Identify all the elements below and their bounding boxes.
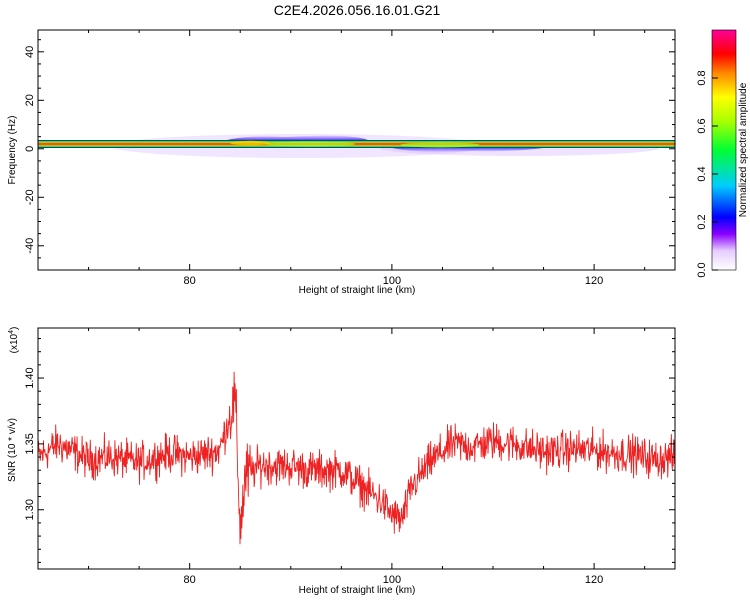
heat-main-line <box>38 141 675 147</box>
spectrogram-frame <box>37 29 676 271</box>
spectrogram-ytick-label: 20 <box>24 94 36 106</box>
snr-xtick-label: 80 <box>184 574 196 586</box>
colorbar-frame <box>711 29 737 271</box>
snr-ytick-label: 1.35 <box>24 433 36 454</box>
snr-frame <box>37 327 676 570</box>
snr-ytick-label: 1.40 <box>24 367 36 388</box>
spectrogram-ticks: 80 100 120 40 20 0 -20 -40 <box>24 30 675 287</box>
snr-ylabel: SNR (10 * v/v) <box>7 418 18 482</box>
spectrogram-ytick-label: 40 <box>24 46 36 58</box>
snr-xtick-label: 100 <box>383 574 401 586</box>
spectrogram-xtick-label: 80 <box>184 275 196 287</box>
snr-xtick-label: 120 <box>585 574 603 586</box>
heat-main-line-edge <box>38 147 675 148</box>
colorbar-tick-label: 0.4 <box>696 166 708 181</box>
colorbar: 0.0 0.2 0.4 0.6 0.8 Normalized spectral ampl… <box>696 29 749 278</box>
snr-panel: 80 100 120 1.40 1.35 1.30 Height of straight … <box>7 327 676 596</box>
spectrogram-panel: 80 100 120 40 20 0 -20 -40 Height of straight l… <box>7 29 676 296</box>
snr-ticks: 80 100 120 1.40 1.35 1.30 <box>24 328 675 586</box>
snr-series-line <box>38 371 675 545</box>
colorbar-tick-label: 0.0 <box>696 262 708 277</box>
colorbar-tick-label: 0.2 <box>696 214 708 229</box>
heat-main-line-edge <box>38 140 675 141</box>
figure-title: C2E4.2026.056.16.01.G21 <box>274 2 441 18</box>
snr-scale-label: (x104) <box>8 327 20 354</box>
heat-line-variation <box>265 141 355 147</box>
colorbar-gradient <box>712 30 736 270</box>
spectrogram-ylabel: Frequency (Hz) <box>7 116 18 185</box>
colorbar-label: Normalized spectral amplitude <box>738 82 749 217</box>
colorbar-ticks: 0.0 0.2 0.4 0.6 0.8 <box>696 29 737 278</box>
heat-line-variation <box>400 142 480 148</box>
colorbar-tick-label: 0.8 <box>696 70 708 85</box>
snr-xlabel: Height of straight line (km) <box>299 585 416 596</box>
spectrogram-xlabel: Height of straight line (km) <box>299 285 416 296</box>
spectrogram-image <box>38 134 675 158</box>
spectrogram-ytick-label: -40 <box>24 238 36 254</box>
spectrogram-xtick-label: 100 <box>383 275 401 287</box>
spectrogram-ytick-label: -20 <box>24 189 36 205</box>
spectrogram-xtick-label: 120 <box>585 275 603 287</box>
heat-line-variation <box>230 140 270 146</box>
snr-ytick-label: 1.30 <box>24 499 36 520</box>
spectrogram-ytick-label: 0 <box>24 146 36 152</box>
colorbar-tick-label: 0.6 <box>696 118 708 133</box>
